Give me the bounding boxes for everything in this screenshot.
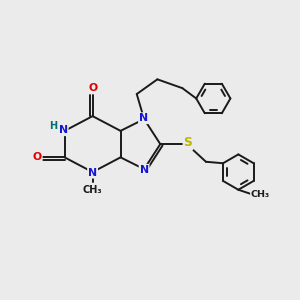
- Text: N: N: [140, 165, 149, 175]
- Text: N: N: [139, 113, 148, 123]
- Text: O: O: [33, 152, 42, 162]
- Text: N: N: [88, 168, 97, 178]
- Text: H: H: [50, 121, 58, 130]
- Text: N: N: [58, 125, 68, 135]
- Text: CH₃: CH₃: [251, 190, 270, 199]
- Text: S: S: [184, 136, 192, 149]
- Text: O: O: [88, 83, 97, 94]
- Text: CH₃: CH₃: [83, 185, 102, 195]
